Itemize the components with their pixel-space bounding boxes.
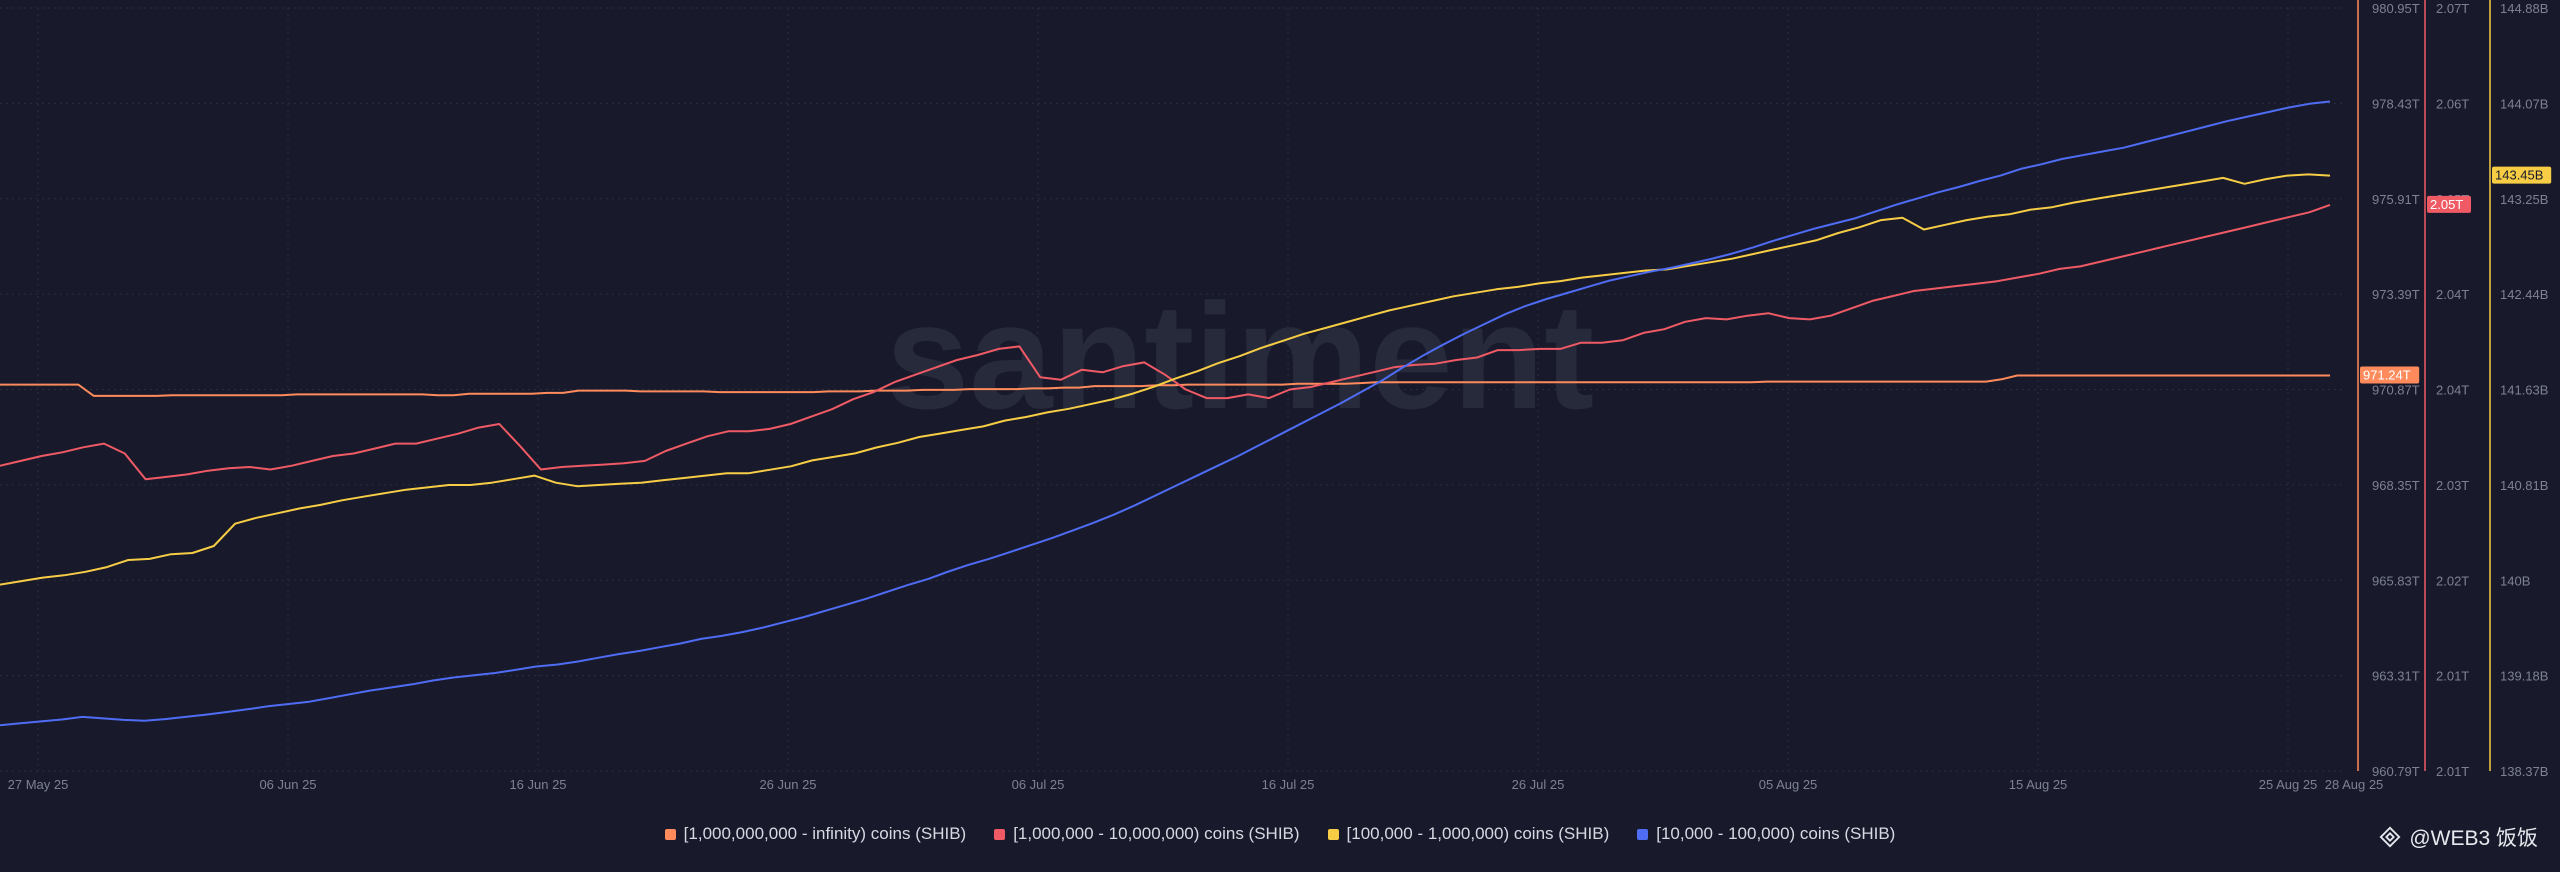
x-tick-label: 26 Jun 25 [759,777,816,792]
x-tick-label: 15 Aug 25 [2009,777,2068,792]
y-tick-label: 968.35T [2372,478,2420,493]
y-tick-label: 960.79T [2372,764,2420,779]
chart-legend: [1,000,000,000 - infinity) coins (SHIB) … [0,820,2560,848]
y-tick-label: 970.87T [2372,383,2420,398]
badge-background [2360,366,2420,384]
legend-swatch [1327,828,1339,840]
legend-label: [1,000,000 - 10,000,000) coins (SHIB) [1013,824,1300,843]
y-tick-label: 141.63B [2500,383,2548,398]
legend-swatch [994,828,1006,840]
badge-label: 2.05T [2430,197,2463,212]
series-line [0,203,2331,481]
y-tick-label: 143.25B [2500,192,2548,207]
y-tick-label: 2.06T [2436,96,2469,111]
y-tick-label: 965.83T [2372,573,2420,588]
y-tick-label: 139.18B [2500,669,2548,684]
legend-item-100k-1m[interactable]: [100,000 - 1,000,000) coins (SHIB) [1327,824,1610,844]
brand-watermark: @WEB3 饭饭 [2379,822,2538,852]
last-value-badge: 2.05T [2427,195,2471,213]
series-line [0,100,2331,727]
y-tick-label: 2.07T [2436,1,2469,16]
legend-item-1m-10m[interactable]: [1,000,000 - 10,000,000) coins (SHIB) [994,824,1300,844]
x-tick-label: 16 Jun 25 [509,777,566,792]
y-tick-label: 144.88B [2500,1,2548,16]
y-tick-label: 2.02T [2436,573,2469,588]
y-tick-label: 980.95T [2372,1,2420,16]
legend-label: [100,000 - 1,000,000) coins (SHIB) [1346,824,1610,843]
series-line [0,374,2330,397]
x-tick-label: 06 Jul 25 [1012,777,1065,792]
y-tick-label: 138.37B [2500,764,2548,779]
y-tick-label: 142.44B [2500,287,2548,302]
y-tick-label: 2.01T [2436,764,2469,779]
y-tick-label: 140.81B [2500,478,2548,493]
brand-text: @WEB3 饭饭 [2409,827,2538,850]
y-tick-label: 2.04T [2436,383,2469,398]
legend-label: [1,000,000,000 - infinity) coins (SHIB) [683,824,967,843]
legend-label: [10,000 - 100,000) coins (SHIB) [1656,824,1896,843]
x-tick-label: 06 Jun 25 [259,777,316,792]
legend-swatch [1637,828,1649,840]
x-tick-label: 05 Aug 25 [1759,777,1818,792]
legend-swatch [664,828,676,840]
badge-label: 971.24T [2363,367,2411,382]
x-tick-label: 25 Aug 25 [2259,777,2318,792]
legend-item-1b-infinity[interactable]: [1,000,000,000 - infinity) coins (SHIB) [664,824,967,844]
y-tick-label: 2.04T [2436,287,2469,302]
y-tick-label: 978.43T [2372,96,2420,111]
legend-item-10k-100k[interactable]: [10,000 - 100,000) coins (SHIB) [1637,824,1895,844]
badge-background [2492,166,2552,184]
y-tick-label: 963.31T [2372,669,2420,684]
y-tick-label: 973.39T [2372,287,2420,302]
series-line [0,173,2331,586]
badge-background [2427,195,2471,213]
y-tick-label: 140B [2500,573,2530,588]
binance-diamond-icon [2379,826,2401,848]
last-value-badge: 143.45B [2492,166,2552,184]
y-tick-label: 975.91T [2372,192,2420,207]
badge-label: 143.45B [2495,168,2543,183]
last-value-badge: 971.24T [2360,366,2420,384]
x-tick-label: 27 May 25 [8,777,69,792]
x-tick-label: 28 Aug 25 [2325,777,2384,792]
y-tick-label: 144.07B [2500,96,2548,111]
y-tick-label: 2.01T [2436,669,2469,684]
x-tick-label: 26 Jul 25 [1512,777,1565,792]
y-tick-label: 2.03T [2436,478,2469,493]
x-tick-label: 16 Jul 25 [1262,777,1315,792]
